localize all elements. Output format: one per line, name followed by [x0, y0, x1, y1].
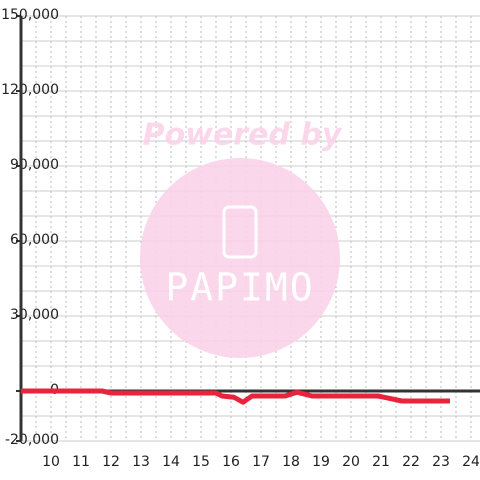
y-tick-label: 150,000	[1, 7, 59, 23]
x-tick-label: 11	[72, 454, 90, 470]
watermark-text: PAPIMO	[165, 266, 314, 310]
y-tick-label: 30,000	[10, 307, 59, 323]
x-tick-label: 23	[432, 454, 450, 470]
data-line	[21, 388, 450, 405]
x-tick-label: 17	[252, 454, 270, 470]
x-tick-label: 14	[162, 454, 180, 470]
watermark-text: Powered by	[143, 118, 343, 153]
x-tick-label: 18	[282, 454, 300, 470]
y-tick-label: 120,000	[1, 82, 59, 98]
y-tick-label: -20,000	[5, 432, 59, 448]
x-tick-label: 15	[192, 454, 210, 470]
x-tick-label: 16	[222, 454, 240, 470]
x-tick-label: 13	[132, 454, 150, 470]
x-tick-label: 20	[342, 454, 360, 470]
watermark-icon	[222, 205, 258, 259]
x-tick-label: 19	[312, 454, 330, 470]
x-tick-label: 22	[402, 454, 420, 470]
x-tick-label: 24	[462, 454, 480, 470]
x-tick-label: 12	[102, 454, 120, 470]
y-tick-label: 90,000	[10, 157, 59, 173]
y-tick-label: 60,000	[10, 232, 59, 248]
watermark: Powered by PAPIMO	[140, 118, 343, 358]
x-tick-label: 21	[372, 454, 390, 470]
x-tick-label: 10	[42, 454, 60, 470]
